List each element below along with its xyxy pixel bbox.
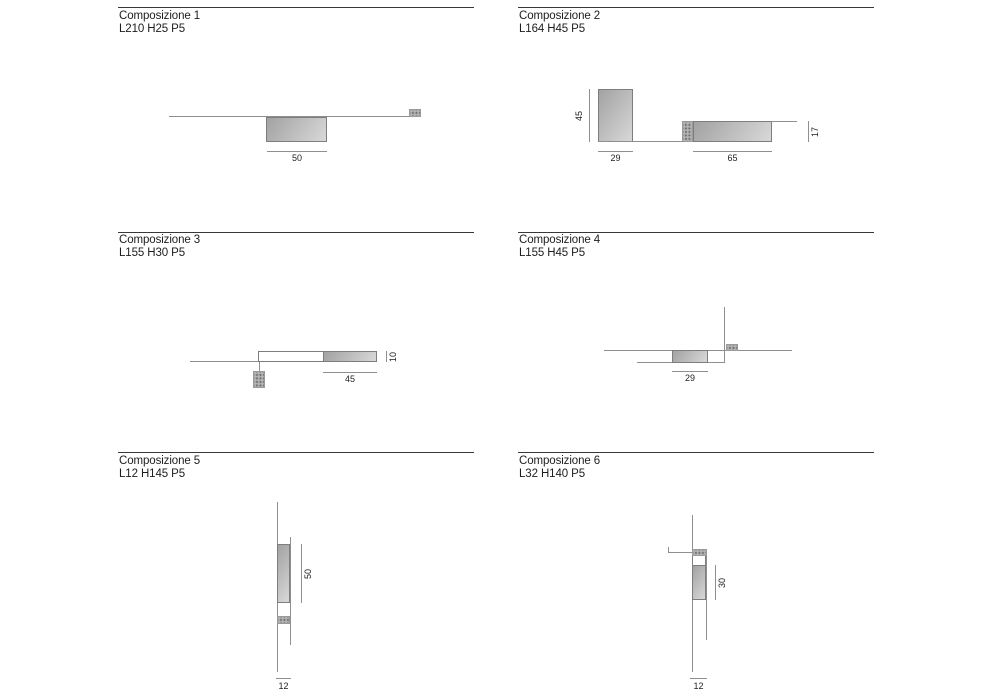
panel5-cabinet-box <box>277 544 290 603</box>
panel4-upright-line <box>724 307 725 363</box>
panel3-title: Composizione 3 L155 H30 P5 <box>119 234 200 259</box>
panel2-knurl-block <box>682 121 693 142</box>
panel4-title-name: Composizione 4 <box>519 234 601 246</box>
panel2-shelf-top-line <box>771 121 797 122</box>
panel5-title-size: L12 H145 P5 <box>119 467 186 480</box>
panel4-knurl-block <box>726 344 738 351</box>
panel1-title-size: L210 H25 P5 <box>119 22 186 35</box>
panel4-title-size: L155 H45 P5 <box>519 246 586 259</box>
panel2-tall-cabinet-box <box>598 89 633 142</box>
panel6-dim-line-height <box>715 565 716 600</box>
panel2-dim-line-height-left <box>589 89 590 142</box>
panel6-knurl-block <box>692 549 707 556</box>
panel4-title: Composizione 4 L155 H45 P5 <box>519 234 600 259</box>
panel2-dim-label-height-left: 45 <box>574 110 584 121</box>
panel3-dim-line-height <box>386 351 387 362</box>
panel5-title-name: Composizione 5 <box>119 455 201 467</box>
panel5-dim-label-width: 12 <box>278 681 289 691</box>
panel1-dim-label-width: 50 <box>291 153 302 163</box>
panel6-open-segment <box>692 556 706 565</box>
panel4-cabinet-box <box>672 350 708 363</box>
panel5-header-rule <box>118 452 474 453</box>
panel1-dim-line-width <box>267 151 327 152</box>
panel3-dim-label-height: 10 <box>388 351 398 362</box>
panel4-dim-line-width <box>672 371 708 372</box>
panel3-title-size: L155 H30 P5 <box>119 246 186 259</box>
panel3-header-rule <box>118 232 474 233</box>
panel2-title: Composizione 2 L164 H45 P5 <box>519 10 600 35</box>
panel6-title: Composizione 6 L32 H140 P5 <box>519 455 600 480</box>
panel5-dim-line-width <box>276 678 291 679</box>
panel4-header-rule <box>518 232 874 233</box>
panel3-cabinet-box <box>323 351 377 362</box>
panel6-title-name: Composizione 6 <box>519 455 601 467</box>
panel3-knurl-block <box>253 371 265 388</box>
panel6-title-size: L32 H140 P5 <box>519 467 586 480</box>
panel1-title-name: Composizione 1 <box>119 10 201 22</box>
panel2-dim-label-height-right: 17 <box>810 126 820 137</box>
panel5-knurl-block <box>277 616 290 624</box>
panel3-title-name: Composizione 3 <box>119 234 201 246</box>
panel1-cabinet-box <box>266 117 327 142</box>
panel5-dim-label-height: 50 <box>303 568 313 579</box>
panel2-dim-line-width-right <box>693 151 772 152</box>
panel6-bracket-tick <box>668 547 669 553</box>
panel1-title: Composizione 1 L210 H25 P5 <box>119 10 200 35</box>
panel4-dim-label-width: 29 <box>684 373 695 383</box>
panel6-dim-label-width: 12 <box>693 681 704 691</box>
panel3-open-shelf-box <box>258 351 324 362</box>
panel2-title-size: L164 H45 P5 <box>519 22 586 35</box>
panel5-side-line <box>290 537 291 645</box>
panel1-shelf-line <box>169 116 421 117</box>
panel5-dim-line-height <box>301 544 302 603</box>
panel6-side-line <box>706 556 707 640</box>
panel1-knurl-block <box>409 109 421 117</box>
panel2-baseline <box>598 141 683 142</box>
panel2-title-name: Composizione 2 <box>519 10 601 22</box>
panel1-header-rule <box>118 7 474 8</box>
panel6-cabinet-box <box>692 565 706 600</box>
panel6-dim-line-width <box>690 678 707 679</box>
panel2-dim-label-width-right: 65 <box>727 153 738 163</box>
panel6-header-rule <box>518 452 874 453</box>
panel2-dim-line-height-right <box>808 121 809 142</box>
panel3-dim-line-width <box>323 372 377 373</box>
panel2-header-rule <box>518 7 874 8</box>
panel2-dim-line-width-left <box>598 151 633 152</box>
panel3-dim-label-width: 45 <box>344 374 355 384</box>
panel5-title: Composizione 5 L12 H145 P5 <box>119 455 200 480</box>
panel6-dim-label-height: 30 <box>717 577 727 588</box>
panel2-shelf-box <box>693 121 772 142</box>
panel6-bracket-line <box>668 552 692 553</box>
panel2-dim-label-width-left: 29 <box>610 153 621 163</box>
